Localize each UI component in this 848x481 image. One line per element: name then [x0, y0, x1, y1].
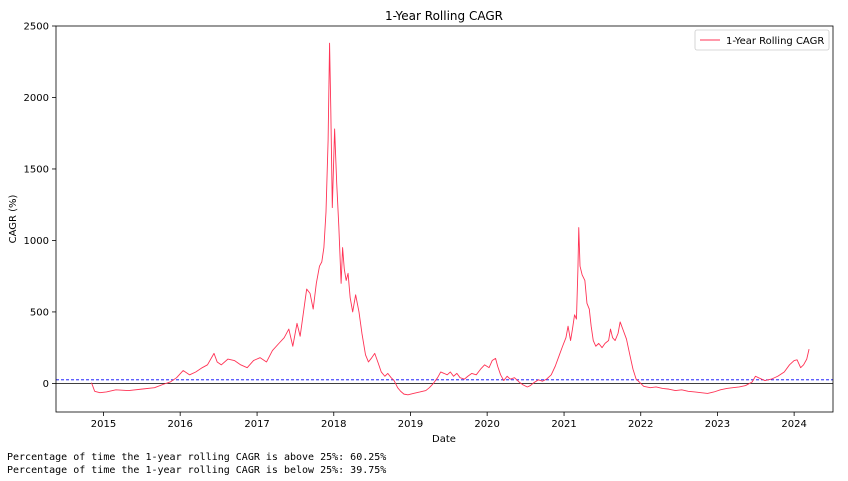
y-tick-label: 2500	[24, 22, 49, 33]
x-axis-label: Date	[432, 434, 456, 445]
y-axis-label: CAGR (%)	[8, 194, 19, 243]
x-tick-label: 2017	[244, 419, 269, 430]
x-tick-label: 2023	[705, 419, 730, 430]
plot-frame	[55, 25, 834, 413]
x-tick-label: 2016	[167, 419, 192, 430]
x-tick-label: 2024	[781, 419, 806, 430]
y-tick-label: 1000	[24, 236, 49, 247]
x-tick-label: 2018	[321, 419, 346, 430]
x-tick-label: 2015	[91, 419, 116, 430]
legend-label: 1-Year Rolling CAGR	[726, 36, 824, 47]
y-tick-label: 2000	[24, 93, 49, 104]
y-tick-label: 500	[30, 307, 49, 318]
legend: 1-Year Rolling CAGR	[694, 29, 830, 51]
y-tick-label: 1500	[24, 164, 49, 175]
x-tick-label: 2020	[474, 419, 499, 430]
x-tick-label: 2022	[628, 419, 653, 430]
stat-above: Percentage of time the 1-year rolling CA…	[7, 452, 387, 463]
legend-box	[694, 29, 830, 51]
chart-title: 1-Year Rolling CAGR	[385, 9, 503, 23]
x-tick-label: 2019	[398, 419, 423, 430]
x-tick-label: 2021	[551, 419, 576, 430]
chart: 1-Year Rolling CAGR 0 500 1000 1500 2000 2500…	[8, 9, 834, 445]
stat-below: Percentage of time the 1-year rolling CA…	[7, 465, 387, 476]
series-line-0	[91, 42, 810, 396]
y-tick-label: 0	[43, 379, 49, 390]
